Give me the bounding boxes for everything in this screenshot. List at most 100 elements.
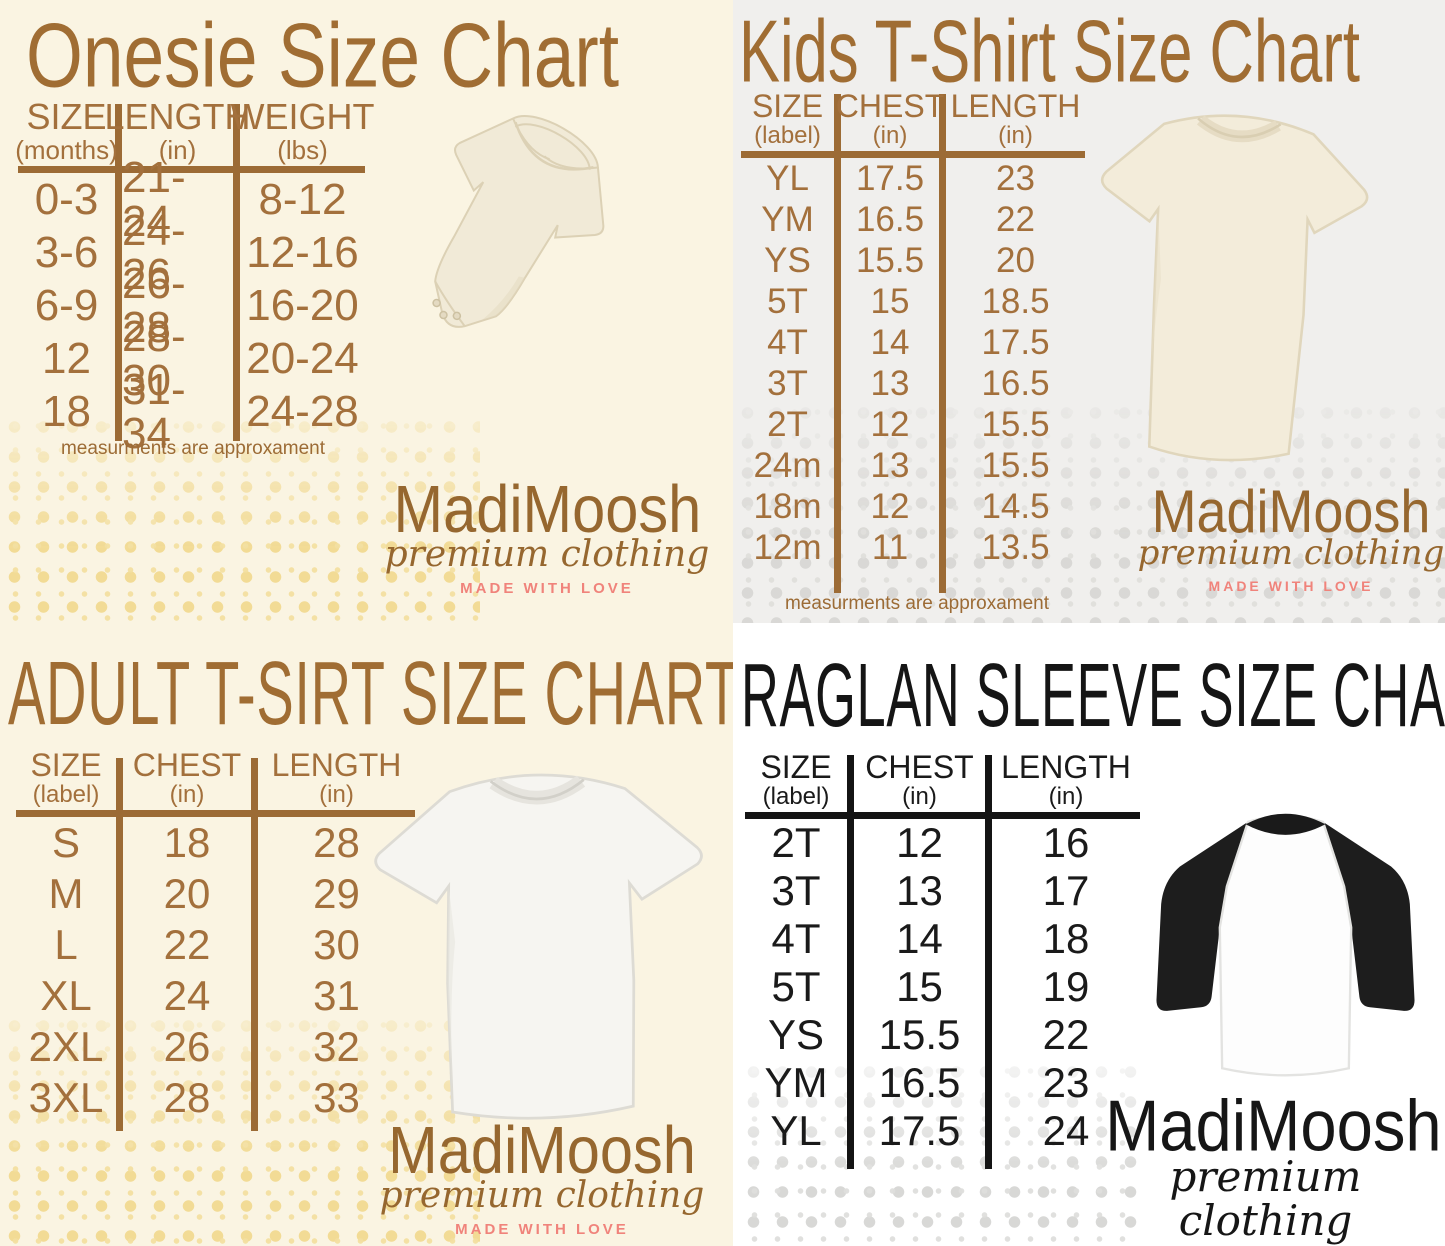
column-header: LENGTH (in)	[258, 749, 415, 817]
table-cell: 15.5	[854, 1011, 992, 1059]
footnote: measurments are approxament	[60, 438, 325, 459]
column-header-label: LENGTH	[271, 747, 402, 783]
table-cell: 4T	[745, 915, 854, 963]
table-row: YL 17.5 24	[745, 1107, 1140, 1155]
table-cell: 33	[313, 1073, 360, 1121]
table-cell: 15.5	[981, 405, 1050, 444]
table-cell: 24	[123, 970, 258, 1021]
table-row: M 20 29	[16, 868, 415, 919]
kids-tshirt-panel: Kids T-Shirt Size Chart SIZE (label) CHEST…	[733, 0, 1445, 623]
table-cell: 14	[841, 322, 946, 363]
table-cell: 17.5	[981, 323, 1050, 362]
table-row: XL 24 31	[16, 970, 415, 1021]
column-header: SIZE (label)	[741, 90, 841, 158]
column-header: SIZE (label)	[745, 751, 854, 819]
table-cell: 16.5	[854, 1059, 992, 1107]
table-row: 4T 14 18	[745, 915, 1140, 963]
table-line-extension	[16, 1123, 415, 1131]
column-header: LENGTH (in)	[946, 90, 1085, 158]
table-cell: 12	[841, 404, 946, 445]
table-cell: 20	[996, 241, 1035, 280]
table-cell: L	[16, 919, 123, 970]
table-row: 3XL 28 33	[16, 1072, 415, 1123]
panel-title: Kids T-Shirt Size Chart	[739, 2, 1360, 101]
table-cell: 15	[841, 281, 946, 322]
column-header-label: SIZE	[26, 96, 107, 137]
table-cell: 6-9	[18, 279, 122, 332]
column-header-label: CHEST	[865, 749, 974, 785]
madimoosh-logo: MadiMoosh premium clothing MADE WITH LOV…	[1093, 1084, 1442, 1246]
raglan-shirt-image	[1156, 813, 1415, 1077]
column-header-unit: (months)	[15, 135, 118, 165]
table-cell: 20-24	[246, 333, 359, 383]
table-cell: 17.5	[854, 1107, 992, 1155]
raglan-panel: RAGLAN SLEEVE SIZE CHART SIZE (label) CHES…	[733, 623, 1445, 1246]
column-header-label: WEIGHT	[230, 96, 375, 137]
table-cell: 2T	[741, 404, 841, 445]
table-cell: 15	[854, 963, 992, 1011]
column-header-unit: (lbs)	[277, 135, 328, 165]
onesie-size-table: SIZE (months) LENGTH (in) WEIGHT (lbs) 0-3 21-2…	[15, 99, 375, 456]
table-cell: 18	[1042, 915, 1090, 962]
table-cell: 28	[123, 1072, 258, 1123]
table-cell: 18.5	[981, 282, 1050, 321]
table-cell: 23	[996, 159, 1035, 198]
table-line-extension	[741, 568, 1085, 593]
table-cell: 0-3	[18, 173, 122, 226]
table-row: 2XL 26 32	[16, 1021, 415, 1072]
table-cell: 16	[1042, 819, 1090, 866]
table-cell: 3T	[745, 867, 854, 915]
table-cell: 13.5	[981, 528, 1050, 567]
logo-slogan: MADE WITH LOVE	[455, 1220, 629, 1238]
table-row: 5T 15 18.5	[741, 281, 1085, 322]
table-cell: 15.5	[981, 446, 1050, 485]
table-cell: M	[16, 868, 123, 919]
table-cell: 16.5	[841, 199, 946, 240]
table-row: 5T 15 19	[745, 963, 1140, 1011]
table-header-row: SIZE (label) CHEST (in) LENGTH (in)	[741, 90, 1085, 158]
table-row: 18 31-34 24-28	[18, 367, 365, 455]
table-cell: 30	[313, 920, 360, 968]
table-cell: 2T	[745, 819, 854, 867]
table-cell: 29	[313, 869, 360, 917]
table-cell: 28	[313, 818, 360, 866]
table-row: YM 16.5 23	[745, 1059, 1140, 1107]
table-cell: 14	[854, 915, 992, 963]
table-row: 4T 14 17.5	[741, 322, 1085, 363]
column-header-unit: (in)	[998, 122, 1033, 149]
table-cell: 8-12	[258, 174, 347, 224]
table-cell: YM	[745, 1059, 854, 1107]
table-cell: 13	[841, 445, 946, 486]
table-cell: 13	[854, 867, 992, 915]
table-row: 18m 12 14.5	[741, 486, 1085, 527]
table-cell: 19	[1042, 963, 1090, 1010]
table-cell: S	[16, 817, 123, 868]
madimoosh-logo: MadiMoosh premium clothing MADE WITH LOV…	[382, 476, 712, 597]
column-header-unit: (in)	[902, 783, 937, 810]
logo-brand-name: MadiMoosh	[1151, 477, 1431, 546]
table-row: 2T 12 16	[745, 819, 1140, 867]
table-cell: 26	[123, 1021, 258, 1072]
column-header: WEIGHT (lbs)	[231, 99, 375, 173]
column-header-unit: (in)	[169, 781, 205, 808]
table-row: YS 15.5 20	[741, 240, 1085, 281]
table-cell: YS	[741, 240, 841, 281]
column-header: LENGTH (in)	[992, 751, 1140, 819]
table-cell: 13	[841, 363, 946, 404]
table-cell: 20	[123, 868, 258, 919]
table-cell: 5T	[745, 963, 854, 1011]
logo-slogan: MADE WITH LOVE	[1208, 577, 1374, 594]
table-cell: YM	[741, 199, 841, 240]
logo-slogan: MADE WITH LOVE	[460, 579, 634, 597]
madimoosh-logo: MadiMoosh premium clothing MADE WITH LOV…	[1131, 477, 1445, 594]
table-cell: 12m	[741, 527, 841, 568]
table-cell: 3T	[741, 363, 841, 404]
logo-brand-name: MadiMoosh	[1105, 1084, 1442, 1166]
onesie-panel: Onesie Size Chart SIZE (months) LENGTH (in)…	[0, 0, 733, 623]
table-row: 24m 13 15.5	[741, 445, 1085, 486]
table-cell: 4T	[741, 322, 841, 363]
table-row: 3T 13 17	[745, 867, 1140, 915]
column-header-unit: (in)	[158, 135, 197, 165]
column-header-label: CHEST	[132, 747, 242, 783]
column-header-label: CHEST	[835, 88, 945, 124]
